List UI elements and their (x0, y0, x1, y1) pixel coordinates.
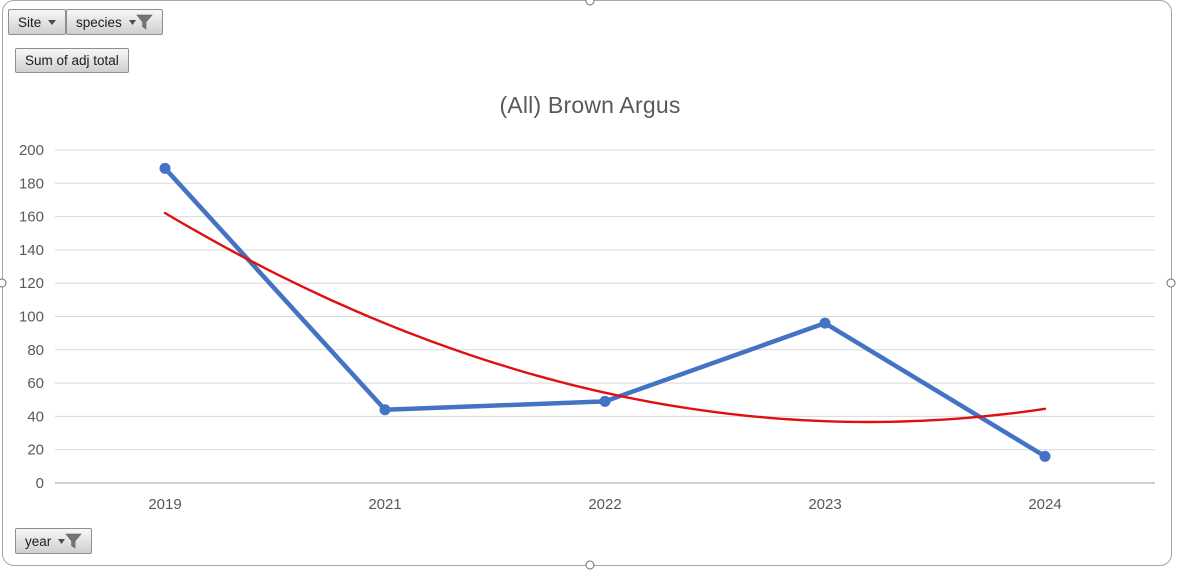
y-tick-label: 120 (19, 275, 44, 292)
y-tick-label: 80 (27, 342, 44, 359)
resize-handle-bottom[interactable] (585, 560, 595, 570)
data-point-marker[interactable] (1039, 450, 1051, 462)
pivot-field-button-site[interactable]: Site (8, 9, 67, 35)
x-tick-label: 2021 (368, 496, 401, 513)
resize-handle-top[interactable] (585, 0, 595, 6)
filter-funnel-icon (128, 14, 153, 30)
y-tick-label: 20 (27, 442, 44, 459)
y-tick-label: 160 (19, 209, 44, 226)
series-line[interactable] (162, 166, 1048, 459)
filter-funnel-icon (58, 533, 82, 549)
chevron-down-icon (48, 19, 57, 25)
pivot-value-button[interactable]: Sum of adj total (15, 48, 129, 73)
pivot-field-button-year[interactable]: year (15, 528, 93, 554)
x-tick-label: 2024 (1028, 496, 1061, 513)
x-tick-label: 2022 (588, 496, 621, 513)
trendline[interactable] (163, 211, 1047, 424)
resize-handle-right[interactable] (1166, 278, 1176, 288)
data-point-marker[interactable] (159, 162, 171, 174)
chart-title: (All) Brown Argus (499, 92, 681, 118)
data-point-marker[interactable] (599, 395, 611, 407)
y-tick-label: 180 (19, 175, 44, 192)
pivot-field-label: species (76, 14, 122, 30)
y-tick-label: 40 (27, 408, 44, 425)
data-point-marker[interactable] (819, 317, 831, 329)
resize-handle-left[interactable] (0, 278, 7, 288)
pivot-value-label: Sum of adj total (25, 53, 119, 68)
y-tick-label: 0 (36, 475, 44, 492)
y-tick-label: 200 (19, 142, 44, 159)
pivot-field-label: Site (18, 14, 42, 30)
data-point-marker[interactable] (379, 404, 391, 416)
y-tick-label: 100 (19, 309, 44, 326)
x-tick-label: 2023 (808, 496, 841, 513)
y-tick-label: 60 (27, 375, 44, 392)
pivot-field-button-species[interactable]: species (66, 9, 163, 35)
x-tick-label: 2019 (148, 496, 181, 513)
y-tick-label: 140 (19, 242, 44, 259)
pivot-field-label: year (25, 533, 52, 549)
